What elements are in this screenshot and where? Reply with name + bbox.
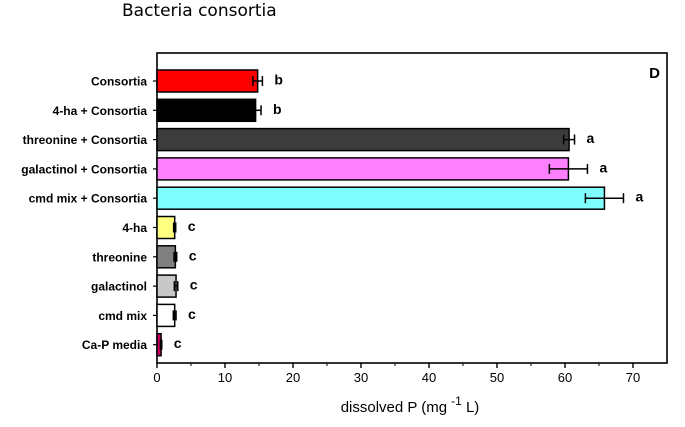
significance-letter: c	[188, 218, 196, 234]
x-tick-label: 20	[286, 370, 300, 385]
x-tick-label: 10	[218, 370, 232, 385]
category-label: Consortia	[91, 75, 147, 89]
significance-letter: c	[188, 306, 196, 322]
significance-letter: a	[635, 189, 643, 205]
significance-letter: b	[273, 101, 282, 117]
bar	[156, 186, 606, 210]
x-tick-label: 40	[422, 370, 436, 385]
x-tick-label: 30	[354, 370, 368, 385]
bar	[156, 274, 177, 298]
x-tick-label: 0	[153, 370, 160, 385]
bar	[156, 69, 259, 93]
significance-letter: c	[189, 247, 197, 263]
bar	[156, 215, 176, 240]
bar	[156, 127, 570, 152]
bar	[156, 303, 176, 328]
category-label: 4-ha	[122, 221, 147, 235]
significance-letter: c	[190, 277, 198, 293]
category-label: galactinol	[91, 280, 147, 294]
x-tick-label: 60	[558, 370, 572, 385]
category-label: cmd mix + Consortia	[29, 192, 148, 206]
category-label: threonine	[92, 250, 147, 264]
bar	[156, 157, 570, 181]
x-axis-label: dissolved P (mg -1 L)	[341, 394, 480, 416]
significance-letter: b	[274, 72, 283, 88]
category-label: Ca-P media	[82, 338, 147, 352]
chart-labels: D Consortia b 4-ha + Consortia b threonine + …	[21, 65, 660, 352]
chart-axes: 0 10 20 30 40 50 60 70 dissolved P (mg -1 L)	[153, 52, 668, 416]
page-title: Bacteria consortia	[122, 1, 277, 21]
category-label: cmd mix	[98, 309, 147, 323]
panel-label: D	[649, 65, 660, 82]
bar	[156, 245, 177, 269]
x-tick-label: 50	[490, 370, 504, 385]
chart-bars	[156, 69, 625, 357]
x-tick-label: 70	[626, 370, 640, 385]
significance-letter: a	[599, 159, 607, 175]
category-label: galactinol + Consortia	[21, 162, 147, 176]
category-label: 4-ha + Consortia	[53, 104, 148, 118]
bar	[156, 98, 257, 123]
category-label: threonine + Consortia	[23, 133, 148, 147]
significance-letter: a	[587, 130, 595, 146]
significance-letter: c	[174, 335, 182, 351]
